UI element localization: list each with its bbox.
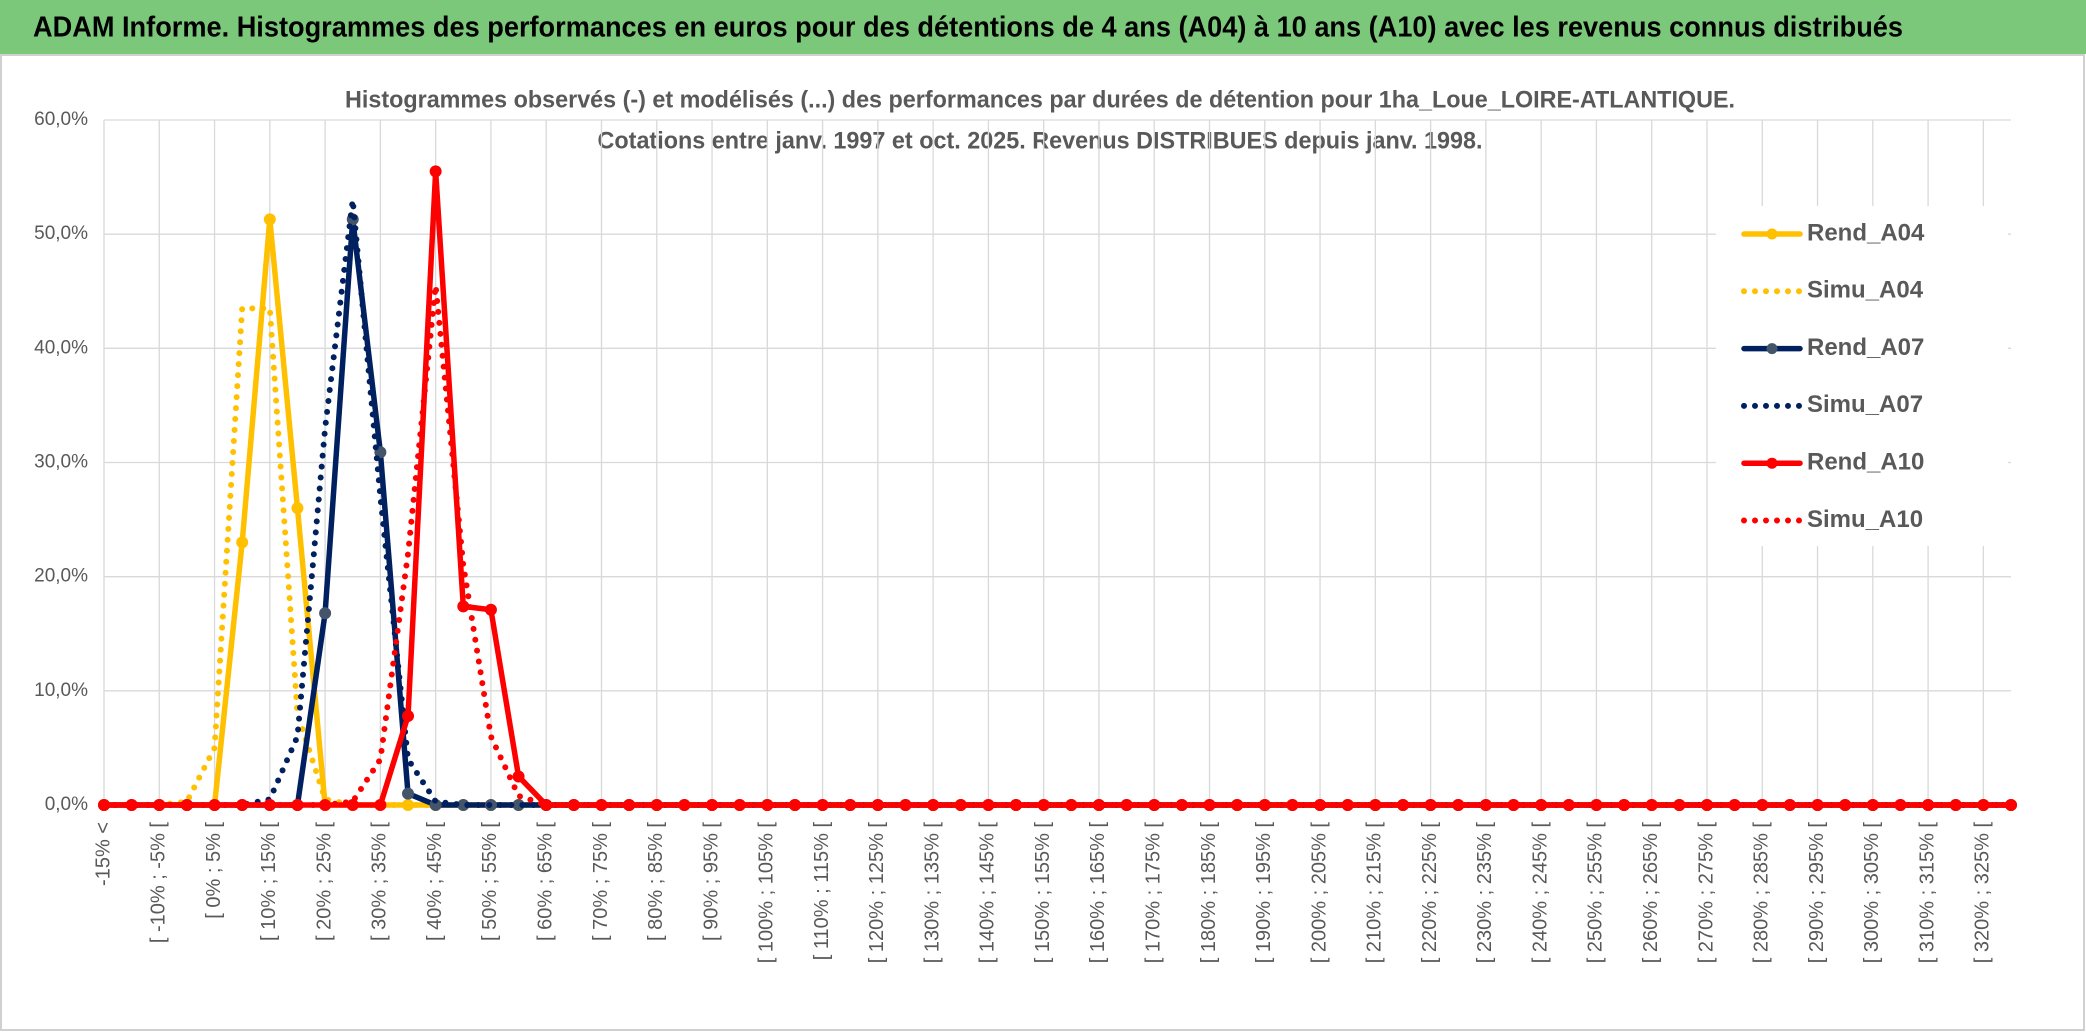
x-tick-label: [ 10% ; 15% [ bbox=[258, 822, 280, 941]
chart-title: ADAM Informe. Histogrammes des performan… bbox=[33, 12, 1903, 44]
x-tick-label: [ 140% ; 145% [ bbox=[977, 822, 999, 964]
x-tick-label: [ 20% ; 25% [ bbox=[313, 822, 335, 941]
x-tick-label: [ 80% ; 85% [ bbox=[645, 822, 667, 941]
series-marker bbox=[263, 213, 276, 226]
x-tick-label: [ 50% ; 55% [ bbox=[479, 822, 501, 941]
legend-box bbox=[1716, 206, 2008, 546]
x-tick-label: [ 190% ; 195% [ bbox=[1253, 822, 1275, 964]
series-line bbox=[101, 196, 2014, 808]
x-tick-label: [ 100% ; 105% [ bbox=[756, 822, 778, 964]
legend-label: Simu_A07 bbox=[1807, 391, 1923, 418]
series-marker bbox=[402, 787, 415, 800]
legend-marker bbox=[1766, 228, 1778, 240]
series-marker bbox=[484, 603, 497, 616]
series-marker bbox=[346, 799, 359, 811]
y-tick-label: 0,0% bbox=[45, 794, 88, 815]
legend-label: Simu_A04 bbox=[1807, 277, 1924, 304]
chart-frame bbox=[0, 54, 2085, 1031]
y-tick-label: 60,0% bbox=[34, 109, 88, 130]
x-tick-label: [ 150% ; 155% [ bbox=[1032, 822, 1054, 964]
legend-marker bbox=[1766, 343, 1778, 355]
x-tick-label: [ 70% ; 75% [ bbox=[590, 822, 612, 941]
x-tick-label: [ 170% ; 175% [ bbox=[1143, 822, 1165, 964]
x-tick-label: [ 230% ; 235% [ bbox=[1474, 822, 1496, 964]
x-tick-label: [ 110% ; 115% [ bbox=[811, 822, 833, 961]
series-marker bbox=[512, 770, 525, 783]
legend-label: Rend_A04 bbox=[1807, 219, 1925, 246]
x-tick-label: [ 300% ; 305% [ bbox=[1861, 822, 1883, 964]
x-tick-label: [ 130% ; 135% [ bbox=[921, 822, 943, 964]
x-tick-label: [ 160% ; 165% [ bbox=[1087, 822, 1109, 964]
legend-marker bbox=[1766, 457, 1778, 469]
title-bar bbox=[0, 0, 2086, 54]
series-marker bbox=[319, 607, 332, 620]
x-tick-label: -15% < bbox=[92, 822, 114, 886]
y-tick-label: 40,0% bbox=[34, 337, 88, 358]
y-tick-label: 20,0% bbox=[34, 566, 88, 587]
legend-label: Rend_A07 bbox=[1807, 334, 1924, 361]
x-tick-label: [ 240% ; 245% [ bbox=[1529, 822, 1551, 964]
chart-subtitle: Histogrammes observés (-) et modélisés (… bbox=[345, 86, 1735, 113]
x-tick-label: [ 280% ; 285% [ bbox=[1751, 822, 1773, 964]
x-tick-label: [ 220% ; 225% [ bbox=[1419, 822, 1441, 964]
x-tick-label: [ 270% ; 275% [ bbox=[1695, 822, 1717, 964]
series-marker bbox=[429, 165, 442, 178]
y-tick-label: 50,0% bbox=[34, 223, 88, 244]
x-tick-label: [ 310% ; 315% [ bbox=[1916, 822, 1938, 964]
x-tick-label: [ 90% ; 95% [ bbox=[700, 822, 722, 941]
x-tick-label: [ 320% ; 325% [ bbox=[1972, 822, 1994, 964]
series-marker bbox=[374, 799, 387, 811]
series-marker bbox=[402, 709, 415, 722]
series-marker bbox=[236, 536, 249, 549]
x-tick-label: [ 250% ; 255% [ bbox=[1585, 822, 1607, 964]
x-tick-label: [ 180% ; 185% [ bbox=[1198, 822, 1220, 964]
series-marker bbox=[291, 502, 304, 515]
x-tick-label: [ 290% ; 295% [ bbox=[1806, 822, 1828, 964]
y-tick-label: 10,0% bbox=[34, 680, 88, 701]
x-tick-label: [ 210% ; 215% [ bbox=[1364, 822, 1386, 964]
x-tick-label: [ 30% ; 35% [ bbox=[369, 822, 391, 941]
legend-label: Simu_A10 bbox=[1807, 506, 1923, 533]
series-line bbox=[101, 282, 2014, 808]
series-marker bbox=[457, 600, 470, 613]
legend-label: Rend_A10 bbox=[1807, 449, 1924, 476]
y-tick-label: 30,0% bbox=[34, 452, 88, 473]
x-tick-label: [ 120% ; 125% [ bbox=[866, 822, 888, 964]
x-tick-label: [ 260% ; 265% [ bbox=[1640, 822, 1662, 964]
x-tick-label: [ 0% ; 5% [ bbox=[203, 822, 225, 919]
chart-subtitle: Cotations entre janv. 1997 et oct. 2025.… bbox=[598, 127, 1483, 154]
series-marker bbox=[2005, 799, 2017, 811]
x-tick-label: [ 40% ; 45% [ bbox=[424, 822, 446, 941]
x-tick-label: [ 60% ; 65% [ bbox=[534, 822, 556, 941]
x-tick-label: [ 200% ; 205% [ bbox=[1308, 822, 1330, 964]
x-tick-label: [ -10% ; -5% [ bbox=[148, 822, 170, 944]
